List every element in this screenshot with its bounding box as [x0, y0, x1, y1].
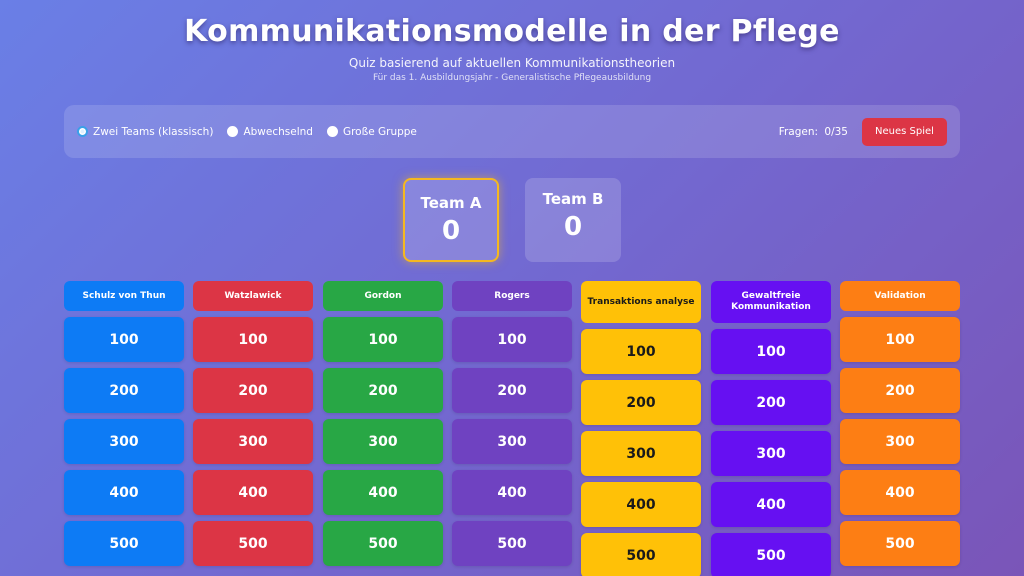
- radio-button-icon[interactable]: [227, 126, 239, 137]
- team-a-name: Team A: [420, 194, 482, 212]
- team-a-card: Team A 0: [403, 178, 499, 262]
- question-cell[interactable]: 200: [452, 368, 572, 413]
- page-subtitle: Quiz basierend auf aktuellen Kommunikati…: [348, 56, 676, 70]
- team-b-score: 0: [563, 212, 583, 242]
- question-cell[interactable]: 100: [323, 317, 443, 362]
- mode-option-large-group[interactable]: Große Gruppe: [326, 125, 417, 138]
- question-cell[interactable]: 500: [323, 521, 443, 566]
- question-cell[interactable]: 500: [581, 533, 701, 576]
- category-header: Watzlawick: [193, 281, 313, 311]
- category-header: Rogers: [452, 281, 572, 311]
- team-b-name: Team B: [542, 190, 604, 208]
- category-column: Watzlawick 100 200 300 400 500: [193, 281, 313, 566]
- question-counter: Fragen: 0/35: [779, 126, 848, 138]
- question-cell[interactable]: 100: [193, 317, 313, 362]
- mode-option-alternating[interactable]: Abwechselnd: [227, 126, 313, 138]
- category-column: Gewaltfreie Kommunikation 100 200 300 400 500: [711, 281, 831, 576]
- category-column: Schulz von Thun 100 200 300 400 500: [64, 281, 184, 566]
- question-cell[interactable]: 300: [840, 419, 960, 464]
- team-a-score: 0: [441, 216, 461, 246]
- question-cell[interactable]: 500: [64, 521, 184, 566]
- question-cell[interactable]: 300: [711, 431, 831, 476]
- mode-option-two-teams[interactable]: Zwei Teams (klassisch): [77, 126, 213, 138]
- question-cell[interactable]: 400: [64, 470, 184, 515]
- game-controls-bar: Zwei Teams (klassisch) Abwechselnd Große…: [64, 105, 960, 158]
- category-column: Gordon 100 200 300 400 500: [323, 281, 443, 566]
- question-cell[interactable]: 400: [452, 470, 572, 515]
- question-cell[interactable]: 100: [452, 317, 572, 362]
- question-cell[interactable]: 300: [581, 431, 701, 476]
- new-game-button[interactable]: Neues Spiel: [862, 117, 947, 146]
- question-cell[interactable]: 200: [323, 368, 443, 413]
- question-cell[interactable]: 500: [452, 521, 572, 566]
- question-cell[interactable]: 100: [711, 329, 831, 374]
- page-subsubtitle: Für das 1. Ausbildungsjahr - Generalisti…: [372, 73, 652, 83]
- category-column: Validation 100 200 300 400 500: [840, 281, 960, 566]
- question-cell[interactable]: 200: [840, 368, 960, 413]
- question-cell[interactable]: 400: [581, 482, 701, 527]
- question-cell[interactable]: 500: [840, 521, 960, 566]
- mode-label-two-teams: Zwei Teams (klassisch): [93, 125, 214, 138]
- question-cell[interactable]: 500: [711, 533, 831, 576]
- category-header: Gordon: [323, 281, 443, 311]
- question-cell[interactable]: 400: [840, 470, 960, 515]
- category-column: Transaktions analyse 100 200 300 400 500: [581, 281, 701, 576]
- question-cell[interactable]: 300: [64, 419, 184, 464]
- question-cell[interactable]: 300: [323, 419, 443, 464]
- category-header: Schulz von Thun: [64, 281, 184, 311]
- question-cell[interactable]: 400: [193, 470, 313, 515]
- question-cell[interactable]: 100: [64, 317, 184, 362]
- question-cell[interactable]: 400: [711, 482, 831, 527]
- radio-button-icon[interactable]: [77, 126, 88, 137]
- category-header: Transaktions analyse: [581, 281, 701, 323]
- question-cell[interactable]: 100: [581, 329, 701, 374]
- category-header: Validation: [840, 281, 960, 311]
- question-counter-value: 0/35: [824, 125, 848, 138]
- mode-label-alternating: Abwechselnd: [243, 125, 313, 138]
- question-cell[interactable]: 300: [193, 419, 313, 464]
- question-cell[interactable]: 200: [64, 368, 184, 413]
- question-cell[interactable]: 100: [840, 317, 960, 362]
- team-b-card: Team B 0: [525, 178, 621, 262]
- question-cell[interactable]: 500: [193, 521, 313, 566]
- category-header: Gewaltfreie Kommunikation: [711, 281, 831, 323]
- question-cell[interactable]: 200: [193, 368, 313, 413]
- question-cell[interactable]: 400: [323, 470, 443, 515]
- page-header: Kommunikationsmodelle in der Pflege Quiz…: [0, 10, 1024, 83]
- question-counter-label: Fragen:: [778, 125, 819, 138]
- question-cell[interactable]: 300: [452, 419, 572, 464]
- category-column: Rogers 100 200 300 400 500: [452, 281, 572, 566]
- page-title: Kommunikationsmodelle in der Pflege: [184, 14, 840, 49]
- question-cell[interactable]: 200: [581, 380, 701, 425]
- mode-label-large-group: Große Gruppe: [342, 125, 417, 138]
- question-cell[interactable]: 200: [711, 380, 831, 425]
- radio-button-icon[interactable]: [326, 126, 338, 137]
